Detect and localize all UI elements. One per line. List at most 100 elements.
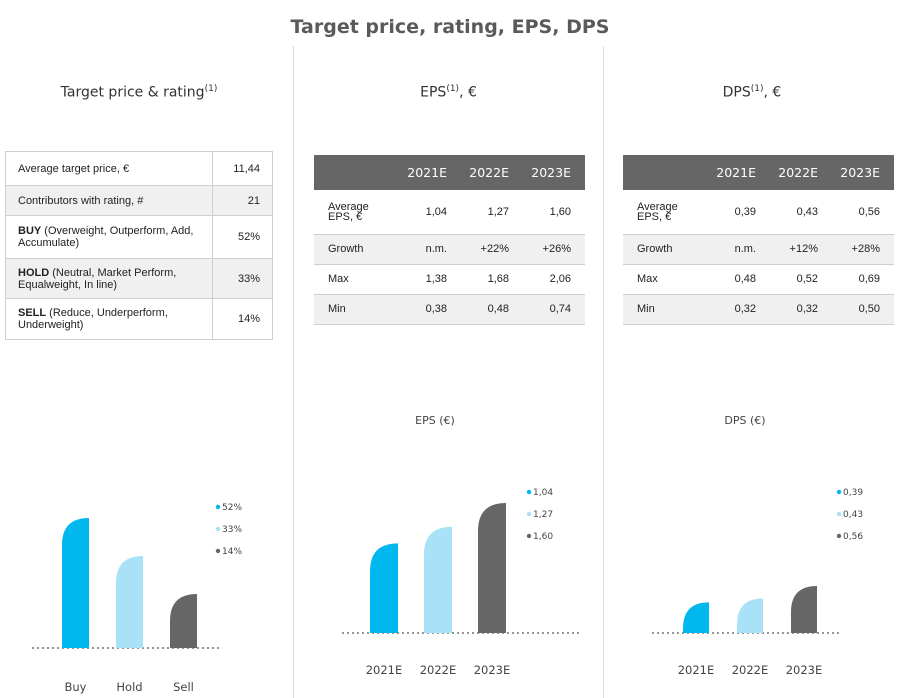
table-header-cell bbox=[623, 155, 708, 190]
legend-dot bbox=[836, 533, 842, 539]
rating-value: 21 bbox=[212, 185, 273, 216]
x-tick-label: 2023E bbox=[786, 663, 823, 677]
table-header-row: 2021E 2022E 2023E bbox=[623, 155, 894, 190]
table-row: SELL (Reduce, Underperform, Underweight)… bbox=[5, 298, 273, 340]
table-row-label: Max bbox=[314, 264, 399, 295]
table-row-label-text: Average EPS, € bbox=[637, 200, 678, 223]
table-row: Growth n.m. +12% +28% bbox=[623, 234, 894, 265]
dps-bar-chart: 2021E 2022E 2023E 0,39 0,43 0,56 bbox=[652, 488, 863, 677]
table-cell: 0,50 bbox=[832, 294, 894, 325]
table-cell: 0,74 bbox=[523, 294, 585, 325]
legend-dot bbox=[215, 548, 221, 554]
rating-label-text: Contributors with rating, # bbox=[18, 194, 144, 207]
x-tick-label: Sell bbox=[173, 680, 194, 694]
chart-bar-2022e bbox=[737, 598, 763, 633]
table-cell: 1,38 bbox=[399, 264, 461, 295]
legend-label: 14% bbox=[222, 547, 242, 557]
table-cell: n.m. bbox=[708, 234, 770, 265]
x-tick-label: 2021E bbox=[678, 663, 715, 677]
table-cell: 1,27 bbox=[461, 190, 523, 235]
eps-title-footnote: (1) bbox=[446, 84, 460, 94]
dps-title-suffix: , € bbox=[763, 84, 782, 101]
table-row-label-text: Average EPS, € bbox=[328, 200, 369, 223]
chart-bar-sell bbox=[170, 594, 197, 648]
table-row: Max 0,48 0,52 0,69 bbox=[623, 264, 894, 295]
eps-title-suffix: , € bbox=[459, 84, 477, 101]
table-row: Min 0,38 0,48 0,74 bbox=[314, 294, 585, 325]
dps-title-footnote: (1) bbox=[750, 84, 764, 94]
table-row: BUY (Overweight, Outperform, Add, Accumu… bbox=[5, 215, 273, 259]
table-header-cell: 2021E bbox=[708, 155, 770, 190]
table-cell: +26% bbox=[523, 234, 585, 265]
table-row: Min 0,32 0,32 0,50 bbox=[623, 294, 894, 325]
chart-bar-2022e bbox=[424, 526, 452, 633]
dps-table: 2021E 2022E 2023E Average EPS, € 0,39 0,… bbox=[623, 155, 894, 325]
legend-label: 0,39 bbox=[843, 488, 863, 498]
chart-bar-buy bbox=[62, 518, 89, 648]
rating-label: BUY (Overweight, Outperform, Add, Accumu… bbox=[5, 215, 213, 259]
chart-bar-2021e bbox=[683, 602, 709, 633]
table-cell: 0,43 bbox=[770, 190, 832, 235]
table-row: Average EPS, € 0,39 0,43 0,56 bbox=[623, 190, 894, 235]
rating-value: 52% bbox=[212, 215, 273, 259]
table-cell: 0,48 bbox=[708, 264, 770, 295]
x-tick-label: 2022E bbox=[420, 663, 457, 677]
rating-value: 14% bbox=[212, 298, 273, 340]
table-row-label: Max bbox=[623, 264, 708, 295]
rating-title-footnote: (1) bbox=[204, 84, 218, 94]
legend-dot bbox=[836, 511, 842, 517]
rating-label-text: (Neutral, Market Perform, Equalweight, I… bbox=[18, 266, 177, 291]
table-row: Contributors with rating, # 21 bbox=[5, 185, 273, 216]
table-row: Average EPS, € 1,04 1,27 1,60 bbox=[314, 190, 585, 235]
chart-bar-2021e bbox=[370, 543, 398, 633]
legend-label: 0,43 bbox=[843, 510, 863, 520]
table-cell: n.m. bbox=[399, 234, 461, 265]
table-cell: +12% bbox=[770, 234, 832, 265]
table-row: Max 1,38 1,68 2,06 bbox=[314, 264, 585, 295]
x-tick-label: 2021E bbox=[366, 663, 403, 677]
eps-panel-title: EPS(1), € bbox=[294, 84, 603, 101]
dps-panel-title: DPS(1), € bbox=[604, 84, 900, 101]
table-header-cell: 2021E bbox=[399, 155, 461, 190]
eps-bar-chart: 2021E 2022E 2023E 1,04 1,27 1,60 bbox=[342, 488, 579, 677]
rating-table: Average target price, € 11,44 Contributo… bbox=[5, 151, 273, 340]
table-cell: 0,32 bbox=[708, 294, 770, 325]
table-row: Growth n.m. +22% +26% bbox=[314, 234, 585, 265]
legend-dot bbox=[526, 511, 532, 517]
table-cell: 0,38 bbox=[399, 294, 461, 325]
x-tick-label: 2023E bbox=[474, 663, 511, 677]
table-header-cell: 2023E bbox=[523, 155, 585, 190]
table-cell: 1,68 bbox=[461, 264, 523, 295]
table-header-row: 2021E 2022E 2023E bbox=[314, 155, 585, 190]
dps-chart-title: DPS (€) bbox=[724, 414, 766, 427]
rating-label: Average target price, € bbox=[5, 151, 213, 186]
rating-value: 33% bbox=[212, 258, 273, 299]
legend-label: 1,04 bbox=[533, 488, 553, 498]
legend-dot bbox=[215, 504, 221, 510]
rating-title-text: Target price & rating bbox=[60, 84, 205, 101]
legend-label: 1,60 bbox=[533, 532, 553, 542]
legend-dot bbox=[215, 526, 221, 532]
x-tick-label: Hold bbox=[116, 680, 142, 694]
table-cell: 1,04 bbox=[399, 190, 461, 235]
table-cell: 0,48 bbox=[461, 294, 523, 325]
table-row-label: Growth bbox=[314, 234, 399, 265]
table-row-label: Average EPS, € bbox=[623, 190, 708, 235]
column-divider bbox=[293, 46, 294, 698]
table-header-cell: 2022E bbox=[461, 155, 523, 190]
rating-bar-chart: Buy Hold Sell 52% 33% 14% bbox=[32, 503, 242, 694]
table-header-cell: 2023E bbox=[832, 155, 894, 190]
x-tick-label: 2022E bbox=[732, 663, 769, 677]
table-row-label: Growth bbox=[623, 234, 708, 265]
chart-bar-hold bbox=[116, 556, 143, 648]
eps-chart-title: EPS (€) bbox=[415, 414, 455, 427]
rating-panel-title: Target price & rating(1) bbox=[0, 84, 278, 101]
table-cell: +28% bbox=[832, 234, 894, 265]
legend-dot bbox=[526, 533, 532, 539]
rating-label-text: (Overweight, Outperform, Add, Accumulate… bbox=[18, 225, 194, 249]
rating-label: HOLD (Neutral, Market Perform, Equalweig… bbox=[5, 258, 213, 299]
legend-dot bbox=[526, 489, 532, 495]
table-row-label: Min bbox=[623, 294, 708, 325]
dps-title-text: DPS bbox=[722, 84, 751, 101]
rating-label-bold: HOLD bbox=[18, 266, 50, 279]
